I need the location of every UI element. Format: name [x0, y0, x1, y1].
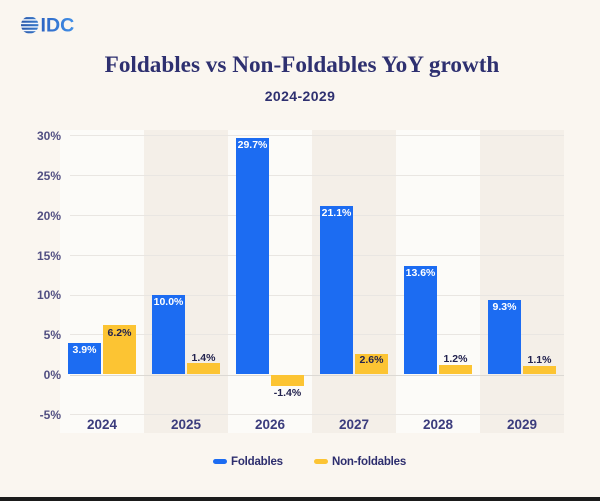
- svg-text:IDC: IDC: [41, 15, 75, 37]
